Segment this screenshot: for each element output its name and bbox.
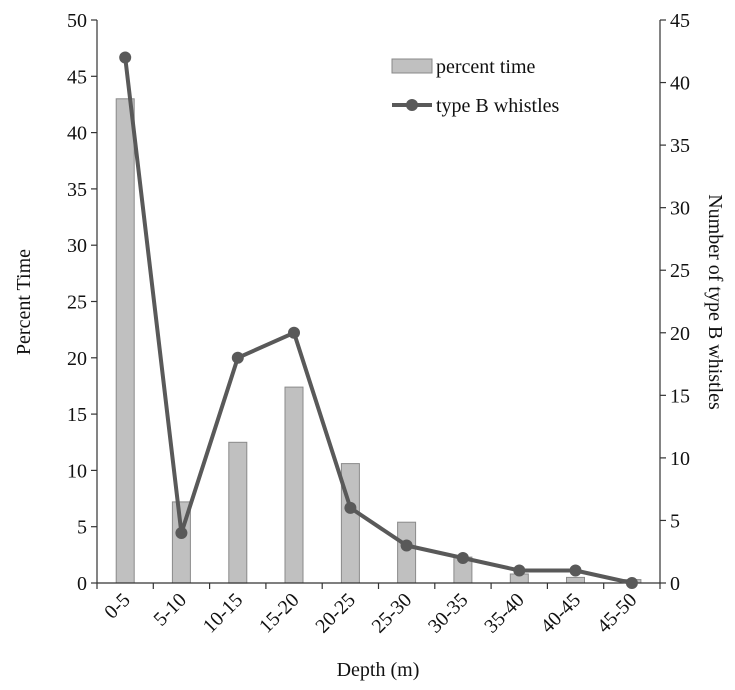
point-type-b-whistles-25-30 — [400, 539, 413, 552]
y-tick-label: 30 — [67, 235, 87, 257]
y-tick-label: 50 — [67, 10, 87, 32]
point-type-b-whistles-35-40 — [513, 564, 526, 577]
y-tick-label: 25 — [67, 292, 87, 314]
x-tick-label-25-30: 25-30 — [368, 589, 417, 638]
y-tick-label: 15 — [67, 404, 87, 426]
y2-tick-label: 10 — [670, 448, 690, 470]
x-axis-title: Depth (m) — [337, 659, 420, 681]
y-axis-title: Percent Time — [13, 249, 35, 355]
x-tick-label-0-5: 0-5 — [100, 589, 134, 623]
legend: percent time type B whistles — [391, 56, 560, 117]
y2-tick-label: 5 — [670, 510, 680, 532]
legend-label-percent-time: percent time — [436, 56, 536, 78]
bar-25-30 — [397, 521, 417, 584]
point-type-b-whistles-0-5 — [119, 51, 132, 64]
y-tick-label: 40 — [67, 123, 87, 145]
x-tick-label-40-45: 40-45 — [537, 589, 586, 638]
y-tick-label: 5 — [77, 517, 87, 539]
point-type-b-whistles-40-45 — [569, 564, 582, 577]
y2-tick-label: 15 — [670, 385, 690, 407]
y2-tick-label: 0 — [670, 573, 680, 595]
y2-tick-label: 40 — [670, 73, 690, 95]
y-tick-label: 35 — [67, 179, 87, 201]
point-type-b-whistles-5-10 — [175, 527, 188, 539]
y-tick-label: 45 — [67, 66, 87, 88]
y2-tick-label: 20 — [670, 323, 690, 345]
bar-15-20 — [284, 386, 304, 584]
x-tick-label-10-15: 10-15 — [199, 589, 248, 638]
y-tick-label: 0 — [77, 573, 87, 595]
y2-tick-label: 30 — [670, 198, 690, 220]
x-tick-label-30-35: 30-35 — [424, 589, 473, 638]
bar-10-15 — [228, 441, 248, 584]
ticks-layer: 0 5 10 15 20 25 30 35 40 45 50 0 5 10 15 20 25 30 35 40 45 0-… — [67, 10, 690, 638]
bars-layer — [115, 98, 642, 584]
point-type-b-whistles-20-25 — [344, 501, 357, 514]
legend-marker-type-b-whistles — [406, 99, 418, 111]
legend-label-type-b-whistles: type B whistles — [436, 95, 560, 117]
point-type-b-whistles-15-20 — [288, 326, 300, 339]
y2-tick-label: 45 — [670, 10, 690, 32]
legend-swatch-percent-time — [391, 58, 433, 74]
y2-axis-title: Number of type B whistles — [704, 194, 726, 410]
bar-20-25 — [340, 463, 360, 584]
y2-tick-label: 25 — [670, 260, 690, 282]
line-layer — [119, 51, 638, 589]
x-tick-label-20-25: 20-25 — [311, 589, 360, 638]
point-type-b-whistles-45-50 — [625, 577, 638, 589]
y-tick-label: 20 — [67, 348, 87, 370]
y2-tick-label: 35 — [670, 135, 690, 157]
line-type-b-whistles — [123, 57, 633, 585]
x-tick-label-45-50: 45-50 — [593, 589, 642, 638]
x-tick-label-35-40: 35-40 — [480, 589, 529, 638]
axes-layer — [96, 20, 661, 584]
bar-0-5 — [115, 98, 135, 584]
x-tick-label-15-20: 15-20 — [255, 589, 304, 638]
bar-40-45 — [566, 576, 585, 584]
point-type-b-whistles-10-15 — [231, 351, 244, 364]
y-tick-label: 10 — [67, 460, 87, 482]
point-type-b-whistles-30-35 — [456, 552, 469, 564]
x-tick-label-5-10: 5-10 — [149, 589, 190, 630]
